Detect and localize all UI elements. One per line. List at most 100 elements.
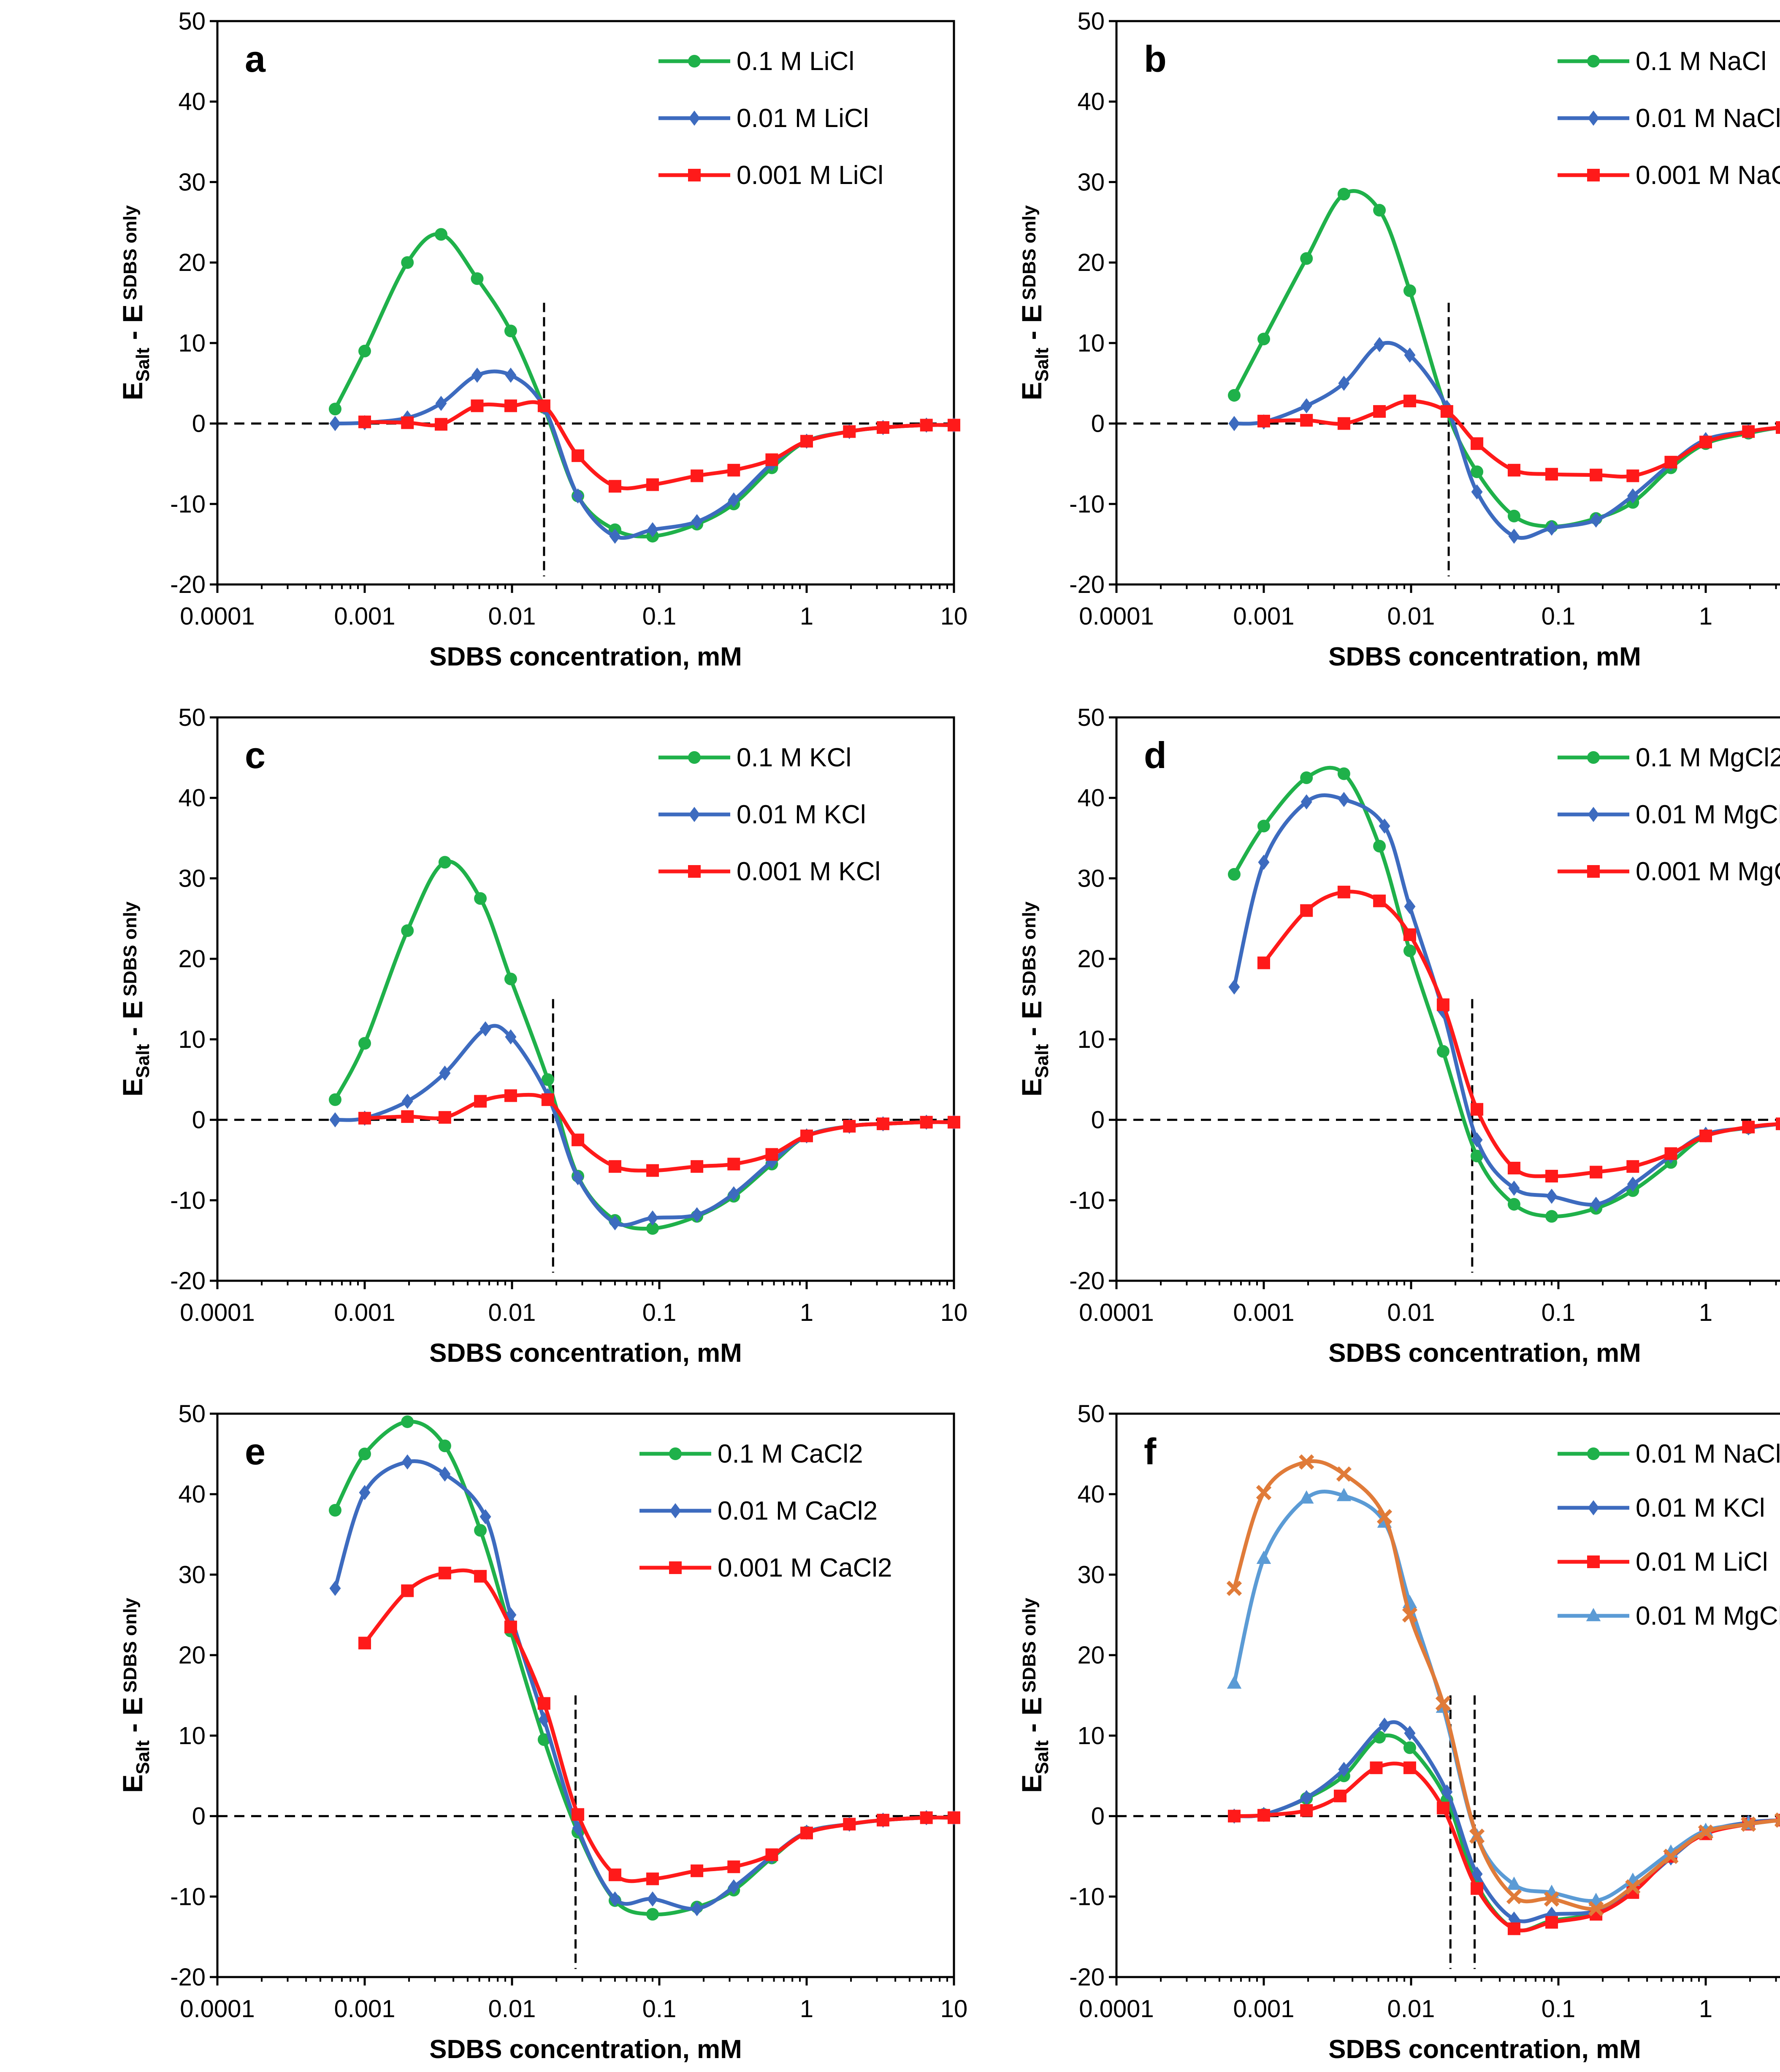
panel-label: a [245, 38, 266, 80]
data-point [1379, 818, 1390, 834]
data-point [358, 1637, 371, 1650]
x-axis-title: SDBS concentration, mM [429, 642, 742, 671]
x-tick-label: 0.01 [1387, 603, 1435, 630]
y-tick-label: -20 [1069, 571, 1105, 598]
data-point [1627, 488, 1639, 504]
data-point [1403, 1761, 1416, 1774]
series-line-0 [1233, 189, 1780, 529]
data-point [1545, 468, 1558, 481]
legend-swatch-marker [1587, 169, 1600, 181]
legend-label: 0.01 M LiCl [737, 104, 869, 133]
data-point [541, 1093, 554, 1106]
chart-panel-f: -20-10010203040500.00010.0010.010.1110SD… [1016, 1400, 1780, 2064]
x-tick-label: 0.01 [488, 603, 536, 630]
data-point [1258, 855, 1270, 870]
y-axis-title-part: SDBS only [1019, 205, 1040, 300]
data-point [504, 972, 517, 985]
data-point [439, 1065, 451, 1081]
x-tick-label: 0.001 [1233, 1995, 1294, 2023]
y-axis-title-part: - E [1016, 1697, 1047, 1740]
data-point [1227, 389, 1241, 402]
data-point [1404, 899, 1416, 914]
plot-frame [1115, 1412, 1780, 1978]
data-point [1228, 416, 1240, 431]
legend-label: 0.1 M LiCl [737, 47, 854, 76]
data-point [1506, 1876, 1522, 1890]
y-tick-label: 0 [192, 410, 206, 438]
y-tick-label: 40 [1077, 784, 1105, 812]
data-point [1257, 414, 1270, 427]
x-tick-label: 0.0001 [1079, 1299, 1154, 1326]
panel-label: f [1144, 1431, 1157, 1472]
legend-swatch-marker [1587, 1555, 1600, 1568]
series-line-4 [1232, 1459, 1780, 1911]
x-tick-label: 1 [1699, 1299, 1712, 1326]
data-point [1379, 1718, 1390, 1733]
y-axis-title-part: SDBS only [1019, 1598, 1040, 1693]
data-point [691, 469, 704, 482]
y-tick-label: -10 [1069, 1883, 1105, 1910]
y-axis-title: ESalt - E SDBS only [1016, 205, 1052, 400]
data-point [505, 1029, 517, 1045]
data-point [728, 1879, 740, 1895]
series-line-1 [335, 369, 954, 540]
panel-label: e [245, 1431, 266, 1472]
data-point [646, 1908, 659, 1921]
data-point [438, 1439, 451, 1453]
y-axis-title-part: - E [117, 1697, 148, 1740]
data-point [608, 1160, 621, 1173]
x-tick-label: 1 [800, 1299, 813, 1326]
data-point [1775, 421, 1780, 434]
y-tick-label: 40 [1077, 1481, 1105, 1508]
data-point [1435, 1696, 1451, 1711]
data-point [1404, 347, 1416, 363]
data-point [1471, 1866, 1483, 1882]
chart-panel-b: -20-10010203040500.00010.0010.010.1110SD… [1016, 8, 1780, 671]
data-point [1300, 252, 1313, 265]
data-point [474, 892, 487, 905]
data-point [608, 480, 621, 493]
y-tick-label: 20 [1077, 1642, 1105, 1669]
data-point [646, 1164, 659, 1177]
data-point [1337, 417, 1350, 430]
y-tick-label: 50 [1077, 1400, 1105, 1428]
data-point [358, 1112, 371, 1125]
plot-frame [216, 20, 955, 586]
data-point [504, 325, 517, 338]
y-tick-label: 20 [1077, 249, 1105, 276]
data-point [843, 1120, 856, 1133]
y-tick-label: 10 [1077, 1722, 1105, 1750]
y-tick-label: -20 [1069, 1964, 1105, 1991]
legend-label: 0.1 M KCl [737, 743, 851, 772]
data-point [608, 1868, 621, 1881]
data-point [1227, 1810, 1241, 1823]
data-point [1436, 998, 1449, 1011]
data-point [474, 1524, 487, 1537]
y-axis-title-part: Salt [1032, 1044, 1052, 1078]
x-tick-label: 0.1 [1542, 603, 1576, 630]
data-point [727, 1860, 740, 1873]
y-axis-title-part: SDBS only [1019, 901, 1040, 996]
data-point [609, 1891, 621, 1907]
y-axis-title-part: E [1016, 1774, 1047, 1793]
data-point [1664, 456, 1677, 469]
x-tick-label: 1 [1699, 1995, 1712, 2023]
data-point [1299, 1490, 1314, 1504]
x-tick-label: 0.0001 [180, 603, 255, 630]
data-point [572, 1133, 585, 1147]
y-axis-title: ESalt - E SDBS only [1016, 1598, 1052, 1793]
legend-label: 0.01 M NaCl [1636, 1439, 1780, 1469]
y-tick-label: 0 [192, 1106, 206, 1134]
y-axis-title-part: Salt [133, 348, 153, 382]
data-point [1699, 1129, 1712, 1142]
y-tick-label: 0 [1091, 1106, 1105, 1134]
data-point [691, 514, 703, 530]
data-point [572, 449, 585, 462]
data-point [1590, 512, 1602, 528]
x-tick-label: 10 [940, 1299, 968, 1326]
legend-label: 0.1 M CaCl2 [718, 1439, 863, 1469]
y-axis-title-part: E [117, 382, 148, 400]
data-point [358, 1447, 371, 1461]
y-tick-label: 40 [178, 784, 206, 812]
y-tick-label: -20 [170, 1267, 206, 1295]
